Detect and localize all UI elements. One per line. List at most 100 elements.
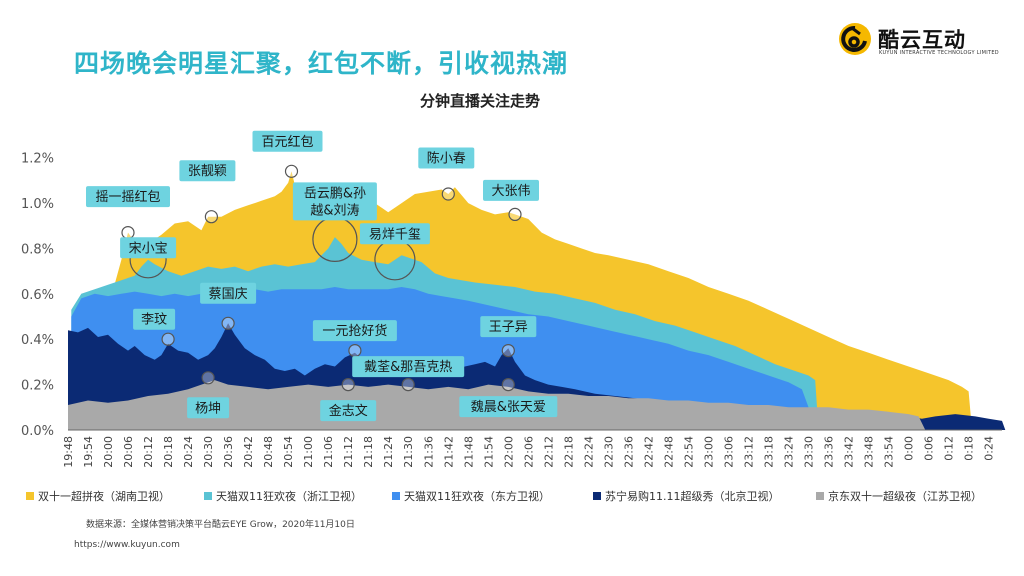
x-tick-label: 20:30 bbox=[202, 436, 215, 468]
legend-item: 天猫双11狂欢夜（东方卫视） bbox=[392, 488, 550, 506]
annotation-marker bbox=[441, 187, 455, 201]
annotation-label: 蔡国庆 bbox=[209, 287, 248, 302]
x-tick-label: 21:54 bbox=[482, 436, 495, 468]
annotation-label: 金志文 bbox=[329, 403, 368, 419]
legend-swatch bbox=[816, 492, 824, 500]
legend-item: 双十一超拼夜（湖南卫视） bbox=[26, 488, 170, 506]
annotation-box bbox=[418, 147, 475, 169]
x-tick-label: 20:24 bbox=[182, 436, 195, 468]
x-tick-label: 22:36 bbox=[622, 436, 635, 468]
x-tick-label: 0:12 bbox=[943, 436, 956, 461]
y-tick-label: 1.0% bbox=[21, 197, 54, 212]
x-tick-label: 21:30 bbox=[402, 436, 415, 468]
x-tick-label: 22:18 bbox=[562, 436, 575, 468]
x-tick-label: 23:24 bbox=[783, 436, 796, 468]
annotation-label: 陈小春 bbox=[427, 151, 466, 167]
x-tick-label: 23:54 bbox=[883, 436, 896, 468]
annotation-label: 摇一摇红包 bbox=[95, 189, 160, 205]
annotation-marker bbox=[348, 344, 362, 358]
x-tick-label: 20:36 bbox=[222, 436, 235, 468]
logo: 酷云互动 KUYUN INTERACTIVE TECHNOLOGY LIMITE… bbox=[838, 22, 999, 60]
annotation-box bbox=[133, 308, 176, 330]
x-tick-label: 22:06 bbox=[522, 436, 535, 468]
annotation-box bbox=[480, 316, 537, 338]
legend-label: 双十一超拼夜（湖南卫视） bbox=[38, 490, 170, 503]
annotation-box bbox=[459, 396, 558, 418]
x-tick-label: 22:54 bbox=[682, 436, 695, 468]
annotation-label: 魏晨&张天爱 bbox=[471, 400, 546, 415]
annotation-marker bbox=[121, 226, 135, 240]
annotation-box bbox=[312, 320, 397, 342]
x-tick-label: 22:12 bbox=[542, 436, 555, 468]
annotation-box bbox=[187, 397, 230, 419]
x-tick-label: 20:06 bbox=[122, 436, 135, 468]
annotation-box bbox=[120, 237, 177, 259]
annotation-box bbox=[179, 160, 236, 182]
logo-subtext: KUYUN INTERACTIVE TECHNOLOGY LIMITED bbox=[879, 50, 999, 56]
x-tick-label: 23:42 bbox=[843, 436, 856, 468]
annotation-box bbox=[320, 400, 377, 422]
x-tick-label: 23:18 bbox=[763, 436, 776, 468]
x-tick-label: 22:24 bbox=[582, 436, 595, 468]
x-tick-label: 23:06 bbox=[723, 436, 736, 468]
annotation-label: 宋小宝 bbox=[129, 241, 168, 256]
annotation-label: 百元红包 bbox=[261, 134, 313, 150]
annotation-marker bbox=[161, 332, 175, 346]
x-tick-label: 21:24 bbox=[382, 436, 395, 468]
page-title: 四场晚会明星汇聚，红包不断，引收视热潮 bbox=[74, 49, 569, 78]
annotation-label: 李玟 bbox=[141, 313, 167, 328]
x-tick-label: 21:36 bbox=[422, 436, 435, 468]
y-tick-label: 0.2% bbox=[21, 379, 54, 394]
annotation-label: 王子异 bbox=[489, 320, 528, 335]
x-tick-label: 20:48 bbox=[262, 436, 275, 468]
x-tick-label: 0:18 bbox=[963, 436, 976, 461]
x-tick-label: 21:06 bbox=[322, 436, 335, 468]
legend-label: 天猫双11狂欢夜（浙江卫视） bbox=[216, 490, 362, 503]
x-tick-label: 20:18 bbox=[162, 436, 175, 468]
x-tick-label: 23:00 bbox=[703, 436, 716, 468]
y-tick-label: 0.8% bbox=[21, 242, 54, 257]
x-tick-label: 20:42 bbox=[242, 436, 255, 468]
x-tick-label: 22:00 bbox=[502, 436, 515, 468]
legend-swatch bbox=[26, 492, 34, 500]
x-tick-label: 20:12 bbox=[142, 436, 155, 468]
x-tick-label: 23:30 bbox=[803, 436, 816, 468]
annotation-box bbox=[483, 179, 539, 201]
legend-item: 苏宁易购11.11超级秀（北京卫视） bbox=[593, 488, 780, 506]
annotation-label: 一元抢好货 bbox=[322, 323, 387, 339]
annotation-marker bbox=[341, 378, 355, 392]
annotation-marker bbox=[201, 371, 215, 385]
annotation-box bbox=[200, 282, 257, 304]
annotation-marker bbox=[221, 316, 235, 330]
x-tick-label: 21:18 bbox=[362, 436, 375, 468]
chart-legend: 双十一超拼夜（湖南卫视） 天猫双11狂欢夜（浙江卫视） 天猫双11狂欢夜（东方卫视）… bbox=[8, 488, 1018, 508]
y-tick-label: 0.0% bbox=[21, 424, 54, 439]
x-tick-label: 0:00 bbox=[903, 436, 916, 461]
x-tick-label: 23:12 bbox=[743, 436, 756, 468]
y-tick-label: 0.4% bbox=[21, 333, 54, 348]
annotation-marker bbox=[401, 378, 415, 392]
annotation-marker bbox=[508, 207, 522, 221]
x-tick-label: 20:54 bbox=[282, 436, 295, 468]
x-tick-label: 22:30 bbox=[602, 436, 615, 468]
x-tick-label: 23:36 bbox=[823, 436, 836, 468]
legend-item: 京东双十一超级夜（江苏卫视） bbox=[816, 488, 982, 506]
x-tick-label: 21:48 bbox=[462, 436, 475, 468]
x-tick-label: 22:42 bbox=[642, 436, 655, 468]
kuyun-logo-icon bbox=[839, 23, 871, 55]
x-tick-label: 22:48 bbox=[662, 436, 675, 468]
x-tick-label: 19:54 bbox=[82, 436, 95, 468]
legend-swatch bbox=[392, 492, 400, 500]
annotation-box bbox=[252, 130, 323, 152]
annotation-marker bbox=[204, 210, 218, 224]
legend-label: 苏宁易购11.11超级秀（北京卫视） bbox=[605, 490, 780, 503]
x-tick-label: 21:00 bbox=[302, 436, 315, 468]
x-tick-label: 20:00 bbox=[102, 436, 115, 468]
y-tick-label: 0.6% bbox=[21, 288, 54, 303]
annotation-label: 易烊千玺 bbox=[369, 227, 421, 242]
data-source: 数据来源：全媒体营销决策平台酷云EYE Grow，2020年11月10日 bbox=[86, 520, 355, 530]
annotation-label: 戴荃&那吾克热 bbox=[364, 360, 452, 375]
legend-item: 天猫双11狂欢夜（浙江卫视） bbox=[204, 488, 362, 506]
x-tick-label: 0:06 bbox=[923, 436, 936, 461]
